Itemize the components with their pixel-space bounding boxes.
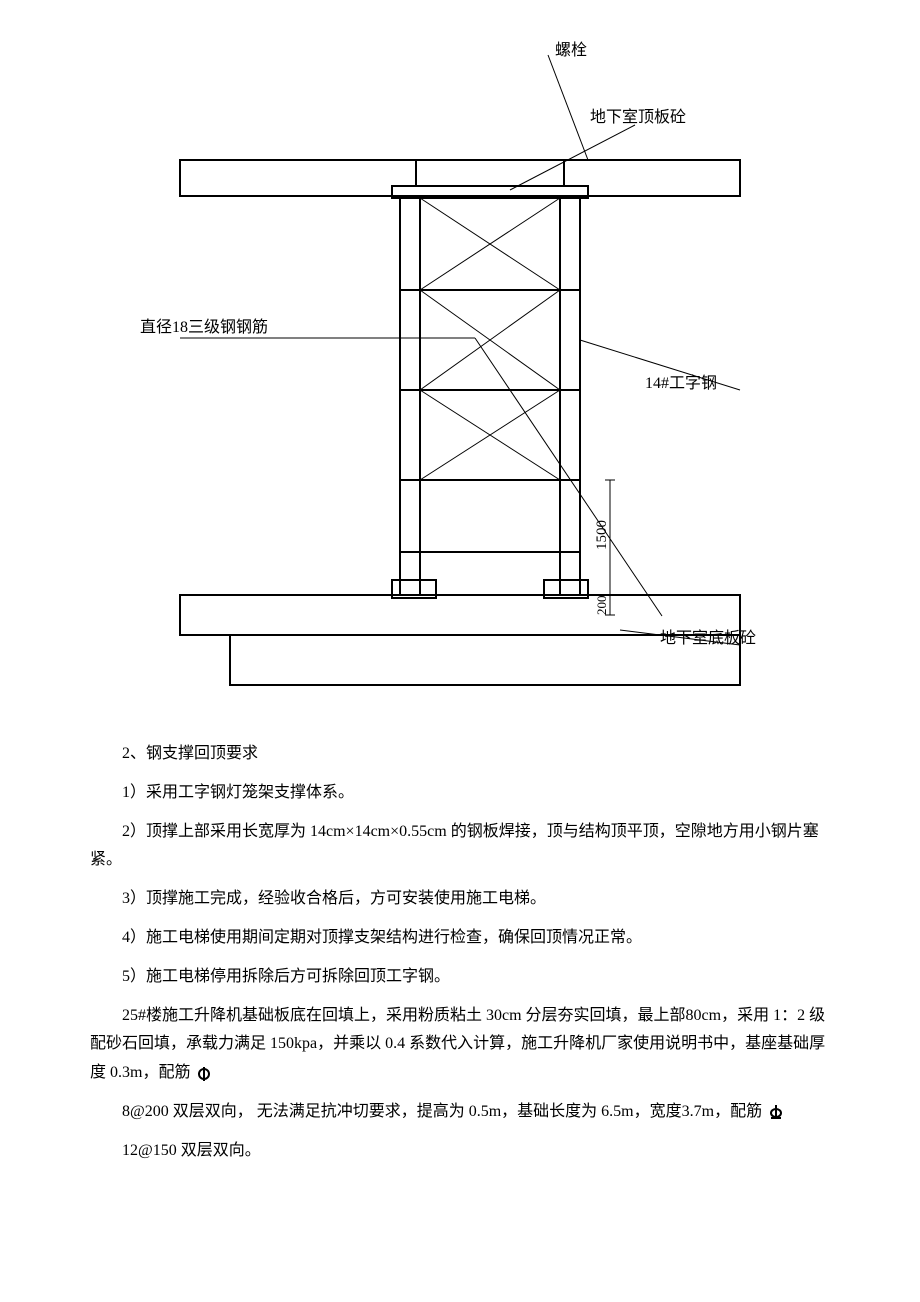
heading-2: 2、钢支撑回顶要求 [90, 740, 830, 769]
label-bottom-slab: 地下室底板砼 [660, 629, 756, 647]
rebar-symbol-1-icon [196, 1066, 212, 1082]
para-3: 3）顶撑施工完成，经验收合格后，方可安装使用施工电梯。 [90, 885, 830, 914]
label-top-slab: 地下室顶板砼 [590, 108, 686, 126]
diagram-container: 螺栓 地下室顶板砼 直径18三级钢钢筋 [90, 40, 830, 710]
label-bolt: 螺栓 [555, 41, 587, 59]
rebar-symbol-2-icon [768, 1104, 784, 1120]
label-ibeam: 14#工字钢 [645, 374, 717, 392]
para-1: 1）采用工字钢灯笼架支撑体系。 [90, 779, 830, 808]
para-8: 12@150 双层双向。 [90, 1137, 830, 1166]
para-7-text: 8@200 双层双向， 无法满足抗冲切要求，提高为 0.5m，基础长度为 6.5… [122, 1103, 762, 1120]
para-6: 25#楼施工升降机基础板底在回填上，采用粉质粘土 30cm 分层夯实回填，最上部… [90, 1002, 830, 1088]
label-dim200: 200 [594, 596, 609, 616]
label-dim1500: 1500 [594, 520, 610, 550]
label-rebar: 直径18三级钢钢筋 [140, 318, 268, 336]
para-5: 5）施工电梯停用拆除后方可拆除回顶工字钢。 [90, 963, 830, 992]
para-2: 2）顶撑上部采用长宽厚为 14cm×14cm×0.55cm 的钢板焊接，顶与结构… [90, 818, 830, 876]
para-7: 8@200 双层双向， 无法满足抗冲切要求，提高为 0.5m，基础长度为 6.5… [90, 1098, 830, 1127]
para-4: 4）施工电梯使用期间定期对顶撑支架结构进行检查，确保回顶情况正常。 [90, 924, 830, 953]
support-diagram: 螺栓 地下室顶板砼 直径18三级钢钢筋 [120, 40, 800, 710]
